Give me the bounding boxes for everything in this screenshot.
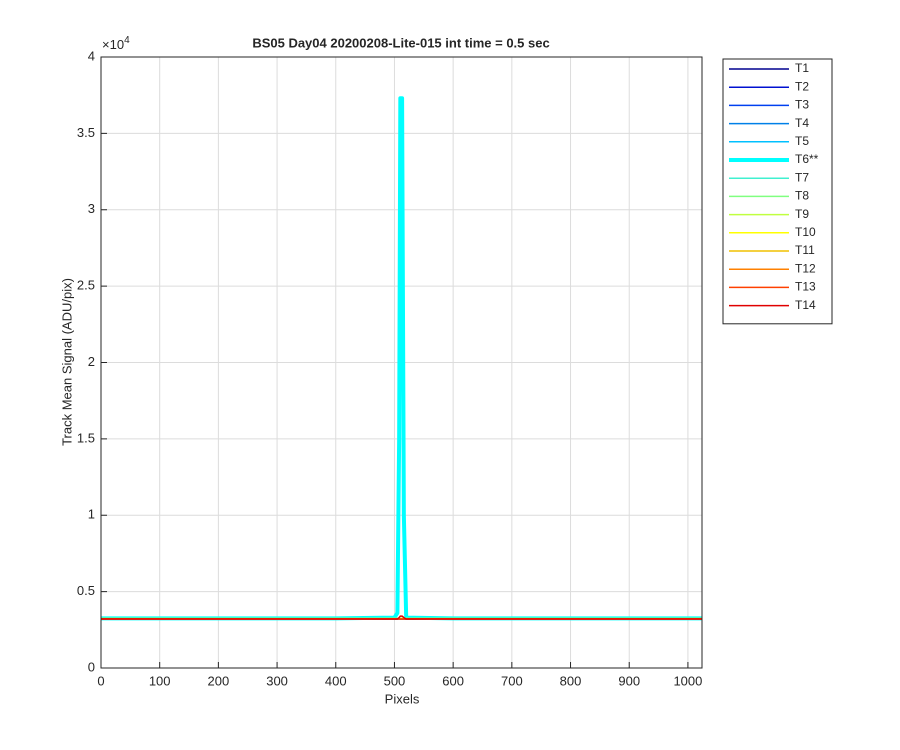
y-multiplier: ×104 [102, 35, 130, 53]
legend-label: T5 [795, 134, 809, 148]
x-tick-label: 1000 [673, 673, 702, 688]
y-tick-label: 4 [88, 48, 95, 63]
x-tick-label: 900 [618, 673, 640, 688]
chart-title: BS05 Day04 20200208-Lite-015 int time = … [252, 35, 549, 50]
legend-label: T14 [795, 298, 816, 312]
legend-box [722, 58, 833, 325]
series-line [101, 615, 702, 620]
legend-label: T9 [795, 207, 809, 221]
y-axis-label: Track Mean Signal (ADU/pix) [59, 278, 74, 446]
legend-label: T7 [795, 170, 809, 184]
x-tick-label: 200 [208, 673, 230, 688]
y-tick-label: 3.5 [77, 125, 95, 140]
x-tick-label: 700 [501, 673, 523, 688]
x-tick-label: 0 [97, 673, 104, 688]
x-tick-label: 400 [325, 673, 347, 688]
y-tick-label: 2.5 [77, 278, 95, 293]
multiplier-base: ×10 [102, 37, 124, 52]
legend-label: T12 [795, 261, 816, 275]
legend-label: T3 [795, 98, 809, 112]
legend-label: T4 [795, 116, 809, 130]
legend-label: T8 [795, 189, 809, 203]
x-tick-label: 800 [560, 673, 582, 688]
x-tick-label: 500 [384, 673, 406, 688]
y-tick-label: 3 [88, 201, 95, 216]
y-tick-label: 2 [88, 354, 95, 369]
legend-label: T1 [795, 61, 809, 75]
legend-label: T6** [795, 152, 819, 166]
legend-label: T11 [795, 243, 815, 257]
x-axis-label: Pixels [385, 691, 420, 706]
axes-box [100, 56, 703, 669]
y-tick-label: 1.5 [77, 430, 95, 445]
legend-label: T13 [795, 280, 816, 294]
y-tick-label: 0 [88, 659, 95, 674]
x-tick-label: 600 [442, 673, 464, 688]
y-tick-label: 0.5 [77, 583, 95, 598]
legend-label: T2 [795, 79, 809, 93]
legend-label: T10 [795, 225, 816, 239]
x-tick-label: 300 [266, 673, 288, 688]
x-tick-label: 100 [149, 673, 171, 688]
y-tick-label: 1 [88, 507, 95, 522]
multiplier-power: 4 [124, 35, 130, 46]
